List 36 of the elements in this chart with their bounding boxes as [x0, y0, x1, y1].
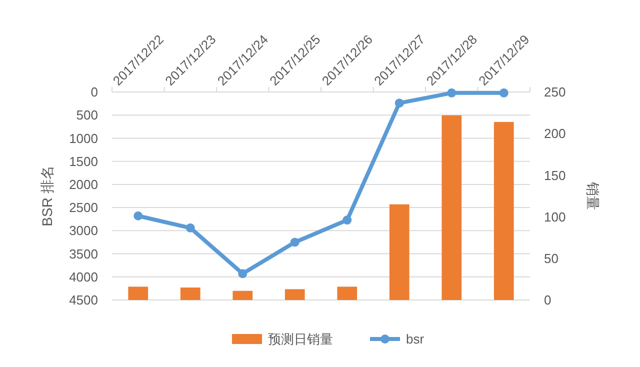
y-tick-label: 2500 [69, 200, 98, 216]
y-tick-label: 1500 [69, 154, 98, 169]
bar [389, 204, 410, 300]
y2-tick-label: 200 [544, 126, 566, 142]
y2-tick-label: 100 [544, 209, 566, 224]
legend-label: bsr [406, 332, 425, 347]
point [290, 238, 300, 247]
legend-label: 预测日销量 [268, 332, 333, 347]
y2-tick-label: 250 [544, 84, 566, 100]
bar [232, 290, 253, 300]
point [394, 98, 404, 108]
y2-tick-label: 0 [544, 292, 552, 308]
y-tick-label: 3500 [69, 246, 98, 262]
y-tick-label: 4000 [69, 269, 98, 284]
y2-axis-title: 销量 [585, 181, 601, 210]
y2-tick-label: 150 [544, 168, 566, 183]
point [186, 223, 195, 232]
point [342, 216, 352, 225]
bar [128, 286, 148, 300]
point [134, 211, 143, 220]
bar [284, 289, 305, 300]
y-tick-label: 500 [76, 108, 98, 123]
point [238, 269, 248, 278]
y-tick-label: 3000 [69, 223, 98, 238]
y-tick-label: 2000 [69, 176, 98, 192]
point [447, 88, 456, 98]
y-tick-label: 1000 [69, 130, 98, 146]
bar [337, 286, 358, 300]
bar [180, 288, 200, 300]
bar [442, 115, 462, 300]
y-tick-label: 4500 [69, 292, 98, 308]
y-tick-label: 0 [90, 84, 98, 100]
y-axis-title: BSR 排名 [39, 166, 55, 226]
bar [494, 122, 514, 300]
point [499, 88, 508, 98]
y2-tick-label: 50 [544, 250, 558, 266]
